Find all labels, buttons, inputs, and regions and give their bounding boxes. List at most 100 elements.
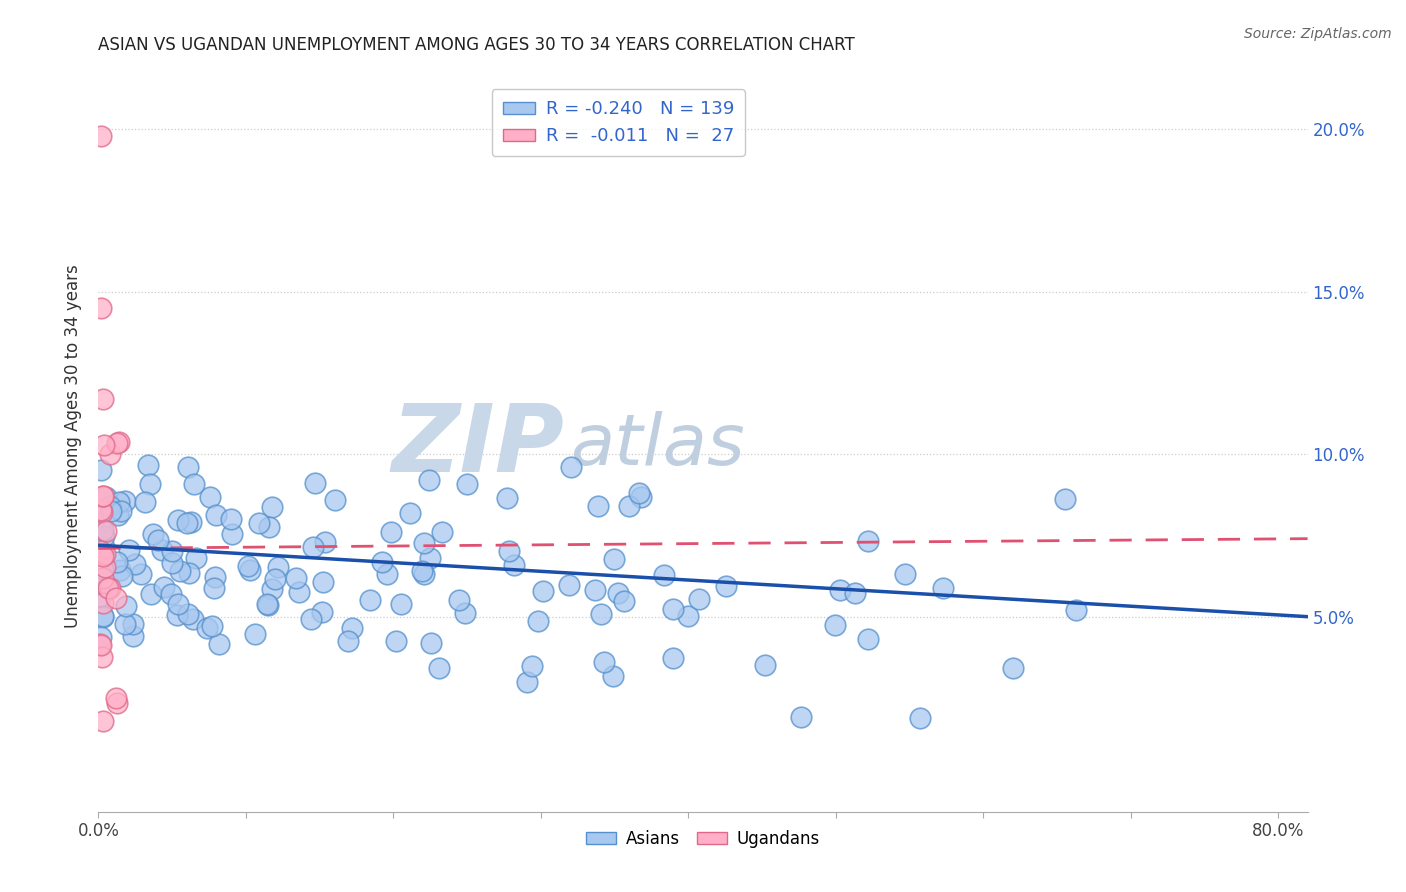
Point <box>380 525 402 540</box>
Point <box>91 392 114 406</box>
Point <box>583 583 606 598</box>
Point <box>337 634 360 648</box>
Point <box>177 607 200 621</box>
Point <box>124 557 146 571</box>
Point <box>91 596 114 610</box>
Point <box>496 491 519 505</box>
Point <box>90 589 112 603</box>
Point <box>844 585 866 599</box>
Point <box>90 128 112 143</box>
Point <box>661 651 683 665</box>
Point <box>427 661 450 675</box>
Point <box>262 500 284 515</box>
Point <box>153 580 176 594</box>
Point <box>160 544 183 558</box>
Point <box>108 434 131 449</box>
Point <box>169 564 191 578</box>
Text: ASIAN VS UGANDAN UNEMPLOYMENT AMONG AGES 30 TO 34 YEARS CORRELATION CHART: ASIAN VS UGANDAN UNEMPLOYMENT AMONG AGES… <box>98 36 855 54</box>
Point <box>221 512 243 526</box>
Point <box>108 563 131 577</box>
Point <box>602 668 624 682</box>
Point <box>287 585 309 599</box>
Point <box>894 567 917 582</box>
Point <box>98 447 121 461</box>
Point <box>138 477 160 491</box>
Point <box>201 619 224 633</box>
Point <box>89 637 111 651</box>
Point <box>221 527 243 541</box>
Point <box>299 612 322 626</box>
Point <box>411 564 433 578</box>
Point <box>94 559 117 574</box>
Point <box>790 710 813 724</box>
Point <box>183 476 205 491</box>
Point <box>90 515 112 529</box>
Point <box>93 489 115 503</box>
Point <box>630 490 652 504</box>
Point <box>96 580 118 594</box>
Point <box>312 574 335 589</box>
Point <box>105 591 128 606</box>
Point <box>498 544 520 558</box>
Point <box>139 587 162 601</box>
Point <box>91 523 114 537</box>
Point <box>314 535 336 549</box>
Point <box>1066 603 1088 617</box>
Point <box>560 459 582 474</box>
Y-axis label: Unemployment Among Ages 30 to 34 years: Unemployment Among Ages 30 to 34 years <box>65 264 83 628</box>
Point <box>97 581 120 595</box>
Point <box>91 571 114 585</box>
Point <box>285 571 308 585</box>
Point <box>94 524 117 538</box>
Point <box>420 636 443 650</box>
Point <box>304 475 326 490</box>
Point <box>91 609 114 624</box>
Point <box>98 581 121 595</box>
Point <box>413 536 436 550</box>
Point <box>398 507 420 521</box>
Point <box>184 551 207 566</box>
Point <box>114 494 136 508</box>
Point <box>592 655 614 669</box>
Point <box>932 581 955 595</box>
Point <box>359 593 381 607</box>
Point <box>652 568 675 582</box>
Point <box>858 632 880 646</box>
Point <box>676 608 699 623</box>
Point <box>105 436 128 450</box>
Point <box>447 593 470 607</box>
Point <box>256 598 278 612</box>
Point <box>606 586 628 600</box>
Point <box>516 674 538 689</box>
Point <box>148 533 170 548</box>
Point <box>301 541 323 555</box>
Point <box>90 638 112 652</box>
Point <box>129 566 152 581</box>
Point <box>239 563 262 577</box>
Point <box>311 605 333 619</box>
Point <box>236 559 259 574</box>
Point <box>243 626 266 640</box>
Point <box>619 499 641 513</box>
Point <box>371 555 394 569</box>
Point <box>91 549 114 563</box>
Point <box>98 499 121 513</box>
Point <box>340 621 363 635</box>
Point <box>249 516 271 530</box>
Point <box>828 583 851 598</box>
Point <box>662 602 685 616</box>
Point <box>267 560 290 574</box>
Point <box>453 607 475 621</box>
Point <box>527 614 550 628</box>
Point <box>180 515 202 529</box>
Point <box>613 594 636 608</box>
Point <box>375 567 398 582</box>
Point <box>166 608 188 623</box>
Point <box>181 612 204 626</box>
Point <box>208 637 231 651</box>
Point <box>714 579 737 593</box>
Point <box>202 581 225 595</box>
Point <box>90 463 112 477</box>
Point <box>176 516 198 531</box>
Text: atlas: atlas <box>569 411 745 481</box>
